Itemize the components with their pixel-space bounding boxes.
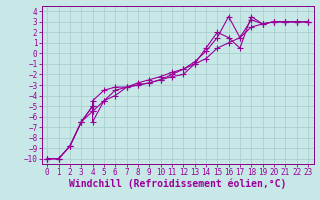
- X-axis label: Windchill (Refroidissement éolien,°C): Windchill (Refroidissement éolien,°C): [69, 179, 286, 189]
